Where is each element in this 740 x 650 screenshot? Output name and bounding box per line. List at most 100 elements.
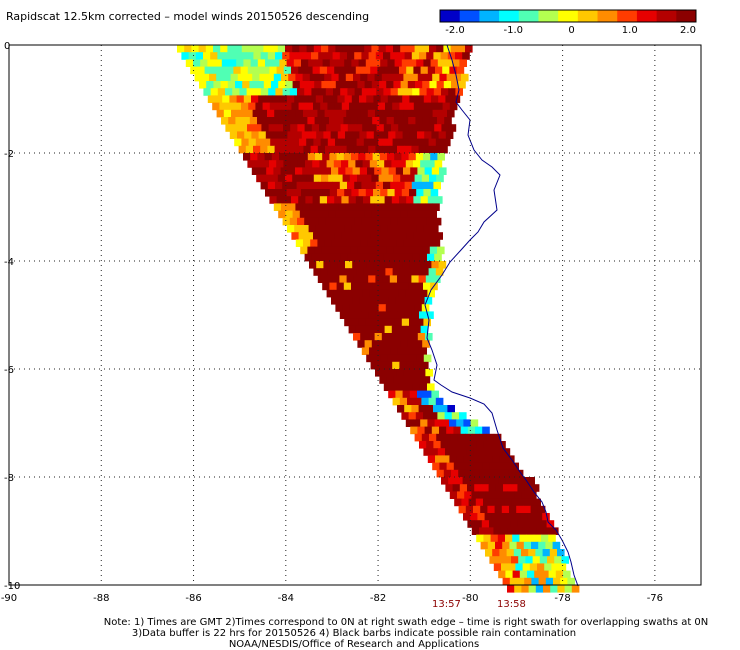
swath-cell — [439, 462, 447, 471]
swath-cell — [453, 462, 462, 471]
swath-cell — [342, 304, 351, 312]
swath-cell — [494, 505, 503, 514]
swath-cell — [361, 181, 369, 190]
swath-cell — [393, 81, 401, 89]
time-label-1: 13:57 — [432, 599, 461, 610]
swath-cell — [371, 174, 379, 183]
swath-cell — [531, 577, 539, 586]
swath-cell — [289, 88, 298, 96]
swath-cell — [434, 124, 442, 132]
swath-cell — [401, 189, 410, 197]
swath-cell — [435, 196, 443, 204]
swath-cell — [480, 505, 488, 514]
swath-cell — [353, 275, 362, 283]
swath-cell — [365, 318, 374, 327]
swath-cell — [414, 174, 423, 183]
swath-cell — [309, 203, 318, 211]
swath-cell — [395, 261, 403, 269]
swath-cell — [459, 412, 467, 420]
swath-cell — [458, 81, 466, 89]
swath-cell — [306, 138, 314, 147]
swath-cell — [335, 210, 344, 219]
swath-cell — [349, 304, 358, 312]
swath-cell — [286, 189, 295, 197]
swath-cell — [395, 354, 403, 363]
swath-cell — [249, 117, 258, 125]
swath-cell — [421, 45, 430, 53]
swath-cell — [318, 52, 326, 60]
swath-cell — [427, 160, 435, 168]
swath-cell — [293, 59, 302, 67]
swath-cell — [381, 203, 390, 211]
swath-cell — [489, 520, 497, 528]
x-axis-ticks: -90 -88 -86 -84 -82 -80 -78 -76 — [1, 593, 663, 604]
swath-cell — [513, 513, 521, 521]
note-line-3: NOAA/NESDIS/Office of Research and Appli… — [229, 639, 479, 650]
swath-cell — [387, 95, 396, 103]
swath-cell — [299, 45, 307, 53]
swath-cell — [245, 109, 253, 118]
swath-cell — [236, 59, 244, 67]
swath-cell — [400, 45, 408, 53]
swath-cell — [471, 527, 480, 535]
colorbar-swatch — [499, 10, 520, 22]
swath-cell — [377, 361, 386, 370]
swath-cell — [262, 102, 271, 111]
swath-cell — [353, 203, 361, 211]
swath-cell — [397, 347, 406, 355]
swath-cell — [351, 282, 359, 291]
swath-cell — [259, 167, 267, 175]
swath-cell — [204, 66, 213, 75]
swath-cell — [258, 131, 267, 139]
note-line-2: 3)Data buffer is 22 hrs for 20150526 4) … — [132, 628, 576, 639]
swath-cell — [466, 448, 475, 456]
swath-cell — [415, 412, 424, 420]
swath-cell — [340, 217, 348, 226]
swath-cell — [511, 462, 519, 471]
swath-cell — [394, 153, 402, 161]
swath-cell — [367, 239, 376, 247]
swath-cell — [400, 81, 409, 89]
swath-cell — [361, 88, 370, 96]
swath-cell — [412, 217, 420, 226]
swath-cell — [361, 145, 369, 154]
swath-cell — [267, 52, 276, 60]
swath-cell — [393, 117, 402, 125]
swath-cell — [538, 541, 546, 550]
swath-cell — [351, 225, 360, 233]
swath-cell — [389, 203, 397, 211]
swath-cell — [548, 534, 556, 543]
swath-cell — [291, 196, 299, 204]
swath-cell — [381, 333, 390, 341]
swath-cell — [411, 369, 419, 377]
swath-cell — [277, 102, 285, 111]
swath-cell — [460, 426, 469, 435]
swath-cell — [386, 210, 394, 219]
swath-cell — [395, 167, 404, 175]
swath-cell — [319, 66, 328, 75]
swath-cell — [489, 462, 498, 471]
swath-cell — [405, 253, 413, 262]
swath-cell — [497, 534, 506, 543]
swath-cell — [430, 153, 438, 161]
swath-cell — [445, 95, 453, 103]
swath-cell — [338, 297, 346, 305]
swath-cell — [271, 153, 280, 161]
swath-cell — [431, 95, 439, 103]
swath-cell — [404, 311, 413, 319]
swath-cell — [462, 52, 470, 60]
swath-cell — [349, 268, 357, 276]
swath-cell — [490, 498, 498, 507]
swath-cell — [479, 469, 488, 478]
swath-cell — [537, 505, 546, 514]
swath-cell — [392, 232, 400, 240]
swath-cell — [561, 556, 569, 564]
note-line-1: Note: 1) Times are GMT 2)Times correspon… — [104, 617, 709, 628]
swath-cell — [434, 419, 443, 427]
swath-cell — [529, 491, 537, 499]
swath-cell — [244, 131, 252, 139]
swath-cell — [265, 95, 273, 103]
swath-cell — [438, 261, 447, 269]
swath-cell — [474, 484, 482, 492]
swath-cell — [215, 95, 223, 103]
